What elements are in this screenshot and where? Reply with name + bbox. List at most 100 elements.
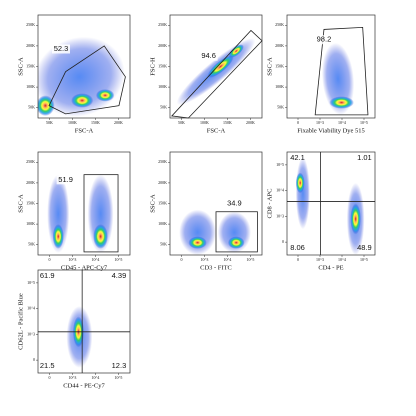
x-tick-label: 200K [246,120,255,125]
x-tick-label: 10^5 [247,257,255,262]
y-axis-label: CD62L - Pacific Blue [17,293,24,350]
density-plot [176,38,256,106]
density-plot [47,174,114,253]
x-tick-label: 10^5 [115,257,123,262]
x-tick-label: 150K [91,120,100,125]
gate-percentage: 1.01 [357,153,372,162]
x-tick-label: 0 [181,257,183,262]
y-tick-label: 150K [158,200,167,205]
label-bg [56,175,75,185]
x-tick-label: 10^5 [360,257,368,262]
label-bg [199,51,218,61]
label-bg [314,35,333,45]
gate [48,45,126,115]
y-tick-label: 250K [158,22,167,27]
x-tick-label: 10^3 [201,257,209,262]
gate-percentage: 98.2 [317,35,332,44]
y-axis-label: SSC-A [149,194,156,213]
x-tick-label: 10^5 [115,375,123,380]
density-core [95,89,115,102]
gate-percentage: 8.06 [290,243,305,252]
x-tick-label: 10^4 [224,257,232,262]
gate-percentage: 21.5 [40,361,55,370]
y-tick-label: 10^5 [27,280,35,285]
y-tick-label: 10^5 [276,162,284,167]
y-tick-label: 100K [158,221,167,226]
y-tick-label: 10^4 [27,306,35,311]
x-axis-label: CD3 - FITC [200,264,232,271]
gate [83,174,119,253]
label-bg [225,199,244,208]
x-axis-label: CD45 - APC-Cy7 [61,264,108,271]
y-axis-label: CD8 - APC [266,189,273,219]
plot-frame [37,269,131,374]
gate-percentage: 48.9 [357,243,372,252]
plot-panel: 42.1 1.01 8.06 48.9 0 10^3 10^4 10^5 10^5 10^4 10^… [266,151,376,271]
gate-percentage: 61.9 [40,271,55,280]
plot-frame [286,151,376,256]
density-core [207,55,234,78]
x-tick-label: 10^4 [338,120,346,125]
density-core [71,93,94,108]
gate-percentage: 34.9 [227,198,242,207]
x-tick-label: 10^4 [92,257,100,262]
density-core [38,95,55,116]
y-tick-label: 150K [158,63,167,68]
x-tick-label: 150K [223,120,232,125]
gate-percentage: 51.9 [58,175,73,184]
event-cloud [179,209,217,255]
y-tick-label: 250K [26,159,35,164]
density-core [329,96,354,109]
gate [314,26,369,116]
x-tick-label: 50K [46,120,53,125]
y-axis-label: SSC-A [17,57,24,76]
plot-panel: 94.6 50K 100K 150K 200K 250K 200K 150K 100K 50K FS… [149,14,263,134]
y-tick-label: 100K [275,84,284,89]
y-tick-label: 50K [277,105,284,110]
x-tick-label: 10^3 [316,120,324,125]
y-tick-label: 50K [160,242,167,247]
x-tick-label: 10^3 [69,375,77,380]
y-tick-label: 250K [158,159,167,164]
gate-percentage: 94.6 [201,51,216,60]
plot-panel: 51.9 0 10^3 10^4 10^5 250K 200K 150K 100K 50K CD45… [17,151,131,271]
density-core [227,236,245,249]
y-tick-label: 200K [158,43,167,48]
y-tick-label: 200K [275,43,284,48]
x-tick-label: 10^5 [360,120,368,125]
density-plot [66,306,93,368]
density-core [350,203,361,235]
gate [171,29,263,119]
plot-panel: 34.9 0 10^3 10^4 10^5 250K 200K 150K 100K 50K CD3 … [149,151,263,271]
y-tick-label: 150K [275,63,284,68]
plot-panel: 61.9 4.39 21.5 12.3 0 10^3 10^4 10^5 10^5 10^4 10^… [17,269,131,389]
x-axis-label: Fixable Viability Dye 515 [297,127,365,134]
y-tick-label: 50K [160,105,167,110]
label-bg [52,44,70,54]
density-plot [321,42,355,115]
y-tick-label: 200K [26,180,35,185]
x-tick-label: 10^3 [316,257,324,262]
y-tick-label: 250K [26,22,35,27]
x-tick-label: 0 [49,375,51,380]
y-tick-label: 200K [158,180,167,185]
gate-percentage: 52.3 [54,44,69,53]
x-tick-label: 10^4 [92,375,100,380]
y-axis-label: FSC-H [149,57,156,76]
x-tick-label: 10^4 [338,257,346,262]
x-tick-label: 200K [114,120,123,125]
y-axis-label: SSC-A [266,57,273,76]
gate [215,211,258,253]
x-tick-label: 50K [178,120,185,125]
density-core [52,224,64,249]
plot-panel: 98.2 0 10^3 10^4 10^5 250K 200K 150K 100K 50K Fixa… [266,14,376,134]
x-axis-label: CD4 - PE [318,264,343,271]
gate-percentage: 12.3 [112,361,127,370]
x-tick-label: 0 [297,120,299,125]
density-core [295,172,305,194]
y-tick-label: 0 [282,239,284,244]
density-core [188,236,207,249]
density-core [228,44,244,58]
y-tick-label: 50K [28,105,35,110]
